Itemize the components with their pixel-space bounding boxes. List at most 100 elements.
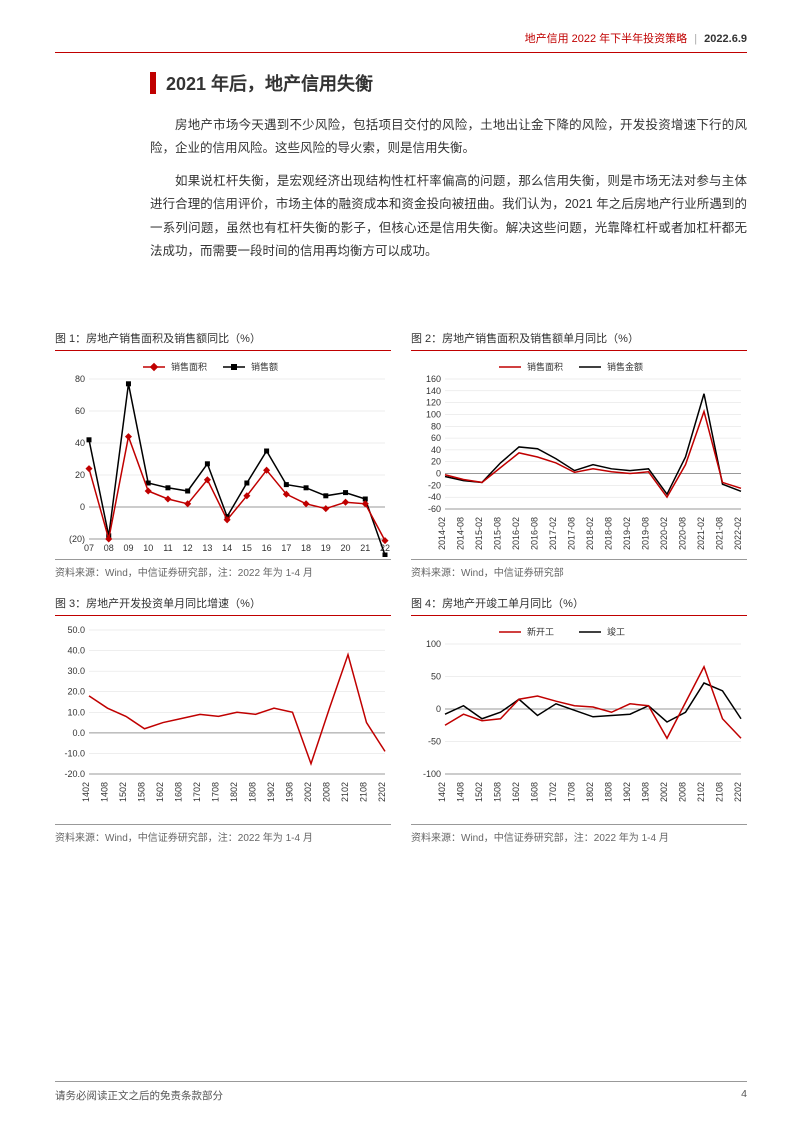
svg-text:1708: 1708 <box>567 782 577 802</box>
svg-text:1702: 1702 <box>548 782 558 802</box>
svg-text:0.0: 0.0 <box>72 728 85 738</box>
svg-text:1702: 1702 <box>192 782 202 802</box>
svg-text:08: 08 <box>104 543 114 553</box>
svg-text:(20): (20) <box>69 534 85 544</box>
header-rule <box>55 52 747 53</box>
svg-text:竣工: 竣工 <box>607 626 625 637</box>
svg-text:10: 10 <box>143 543 153 553</box>
header-date: 2022.6.9 <box>704 33 747 45</box>
svg-text:50.0: 50.0 <box>67 625 85 635</box>
svg-text:40: 40 <box>75 438 85 448</box>
svg-text:-40: -40 <box>428 492 441 502</box>
svg-text:2202: 2202 <box>733 782 743 802</box>
svg-text:1808: 1808 <box>248 782 258 802</box>
chart-3-source: 资料来源：Wind，中信证券研究部，注：2022 年为 1-4 月 <box>55 824 391 844</box>
svg-text:19: 19 <box>321 543 331 553</box>
svg-text:1608: 1608 <box>530 782 540 802</box>
heading-text: 2021 年后，地产信用失衡 <box>166 70 373 96</box>
chart-2: 图 2：房地产销售面积及销售额单月同比（%） 销售面积销售金额-60-40-20… <box>411 330 747 579</box>
svg-text:2020-02: 2020-02 <box>659 517 669 550</box>
svg-text:-10.0: -10.0 <box>64 748 85 758</box>
paragraph-2: 如果说杠杆失衡，是宏观经济出现结构性杠杆率偏高的问题，那么信用失衡，则是市场无法… <box>150 170 747 263</box>
svg-text:销售面积: 销售面积 <box>171 361 207 372</box>
svg-text:120: 120 <box>426 398 441 408</box>
heading-marker <box>150 72 156 94</box>
svg-text:2021-02: 2021-02 <box>696 517 706 550</box>
svg-text:18: 18 <box>301 543 311 553</box>
svg-text:2108: 2108 <box>715 782 725 802</box>
chart-4: 图 4：房地产开竣工单月同比（%） 新开工竣工-100-500501001402… <box>411 595 747 844</box>
svg-text:2019-08: 2019-08 <box>641 517 651 550</box>
svg-text:07: 07 <box>84 543 94 553</box>
chart-1: 图 1：房地产销售面积及销售额同比（%） 销售面积销售额(20)02040608… <box>55 330 391 579</box>
svg-text:销售金额: 销售金额 <box>607 361 643 372</box>
chart-2-canvas: 销售面积销售金额-60-40-2002040608010012014016020… <box>411 357 747 557</box>
svg-text:2016-08: 2016-08 <box>530 517 540 550</box>
chart-3-canvas: -20.0-10.00.010.020.030.040.050.01402140… <box>55 622 391 822</box>
svg-text:2018-08: 2018-08 <box>604 517 614 550</box>
svg-text:2102: 2102 <box>696 782 706 802</box>
svg-text:40: 40 <box>431 445 441 455</box>
svg-text:2018-02: 2018-02 <box>585 517 595 550</box>
svg-text:-20: -20 <box>428 480 441 490</box>
svg-text:2014-08: 2014-08 <box>456 517 466 550</box>
section-heading: 2021 年后，地产信用失衡 <box>150 70 747 96</box>
paragraph-1: 房地产市场今天遇到不少风险，包括项目交付的风险，土地出让金下降的风险，开发投资增… <box>150 114 747 160</box>
svg-text:1508: 1508 <box>137 782 147 802</box>
svg-text:17: 17 <box>281 543 291 553</box>
svg-text:1708: 1708 <box>211 782 221 802</box>
svg-text:1808: 1808 <box>604 782 614 802</box>
svg-text:2020-08: 2020-08 <box>678 517 688 550</box>
svg-text:1402: 1402 <box>437 782 447 802</box>
svg-text:-50: -50 <box>428 737 441 747</box>
chart-3-title: 图 3：房地产开发投资单月同比增速（%） <box>55 595 391 616</box>
svg-text:140: 140 <box>426 386 441 396</box>
svg-text:20: 20 <box>431 457 441 467</box>
svg-text:1802: 1802 <box>229 782 239 802</box>
svg-text:13: 13 <box>202 543 212 553</box>
chart-4-title: 图 4：房地产开竣工单月同比（%） <box>411 595 747 616</box>
svg-text:-60: -60 <box>428 504 441 514</box>
svg-text:20: 20 <box>341 543 351 553</box>
svg-text:0: 0 <box>436 704 441 714</box>
svg-text:2017-08: 2017-08 <box>567 517 577 550</box>
svg-text:20: 20 <box>75 470 85 480</box>
svg-text:2019-02: 2019-02 <box>622 517 632 550</box>
svg-text:12: 12 <box>183 543 193 553</box>
svg-text:2016-02: 2016-02 <box>511 517 521 550</box>
svg-text:1502: 1502 <box>474 782 484 802</box>
svg-text:160: 160 <box>426 374 441 384</box>
svg-text:40.0: 40.0 <box>67 646 85 656</box>
svg-text:1408: 1408 <box>456 782 466 802</box>
svg-text:80: 80 <box>431 421 441 431</box>
page-footer: 请务必阅读正文之后的免责条款部分 4 <box>55 1081 747 1103</box>
svg-text:1902: 1902 <box>622 782 632 802</box>
svg-text:-20.0: -20.0 <box>64 769 85 779</box>
svg-text:1602: 1602 <box>155 782 165 802</box>
svg-text:09: 09 <box>123 543 133 553</box>
svg-text:新开工: 新开工 <box>527 626 554 637</box>
chart-1-source: 资料来源：Wind，中信证券研究部，注：2022 年为 1-4 月 <box>55 559 391 579</box>
svg-text:100: 100 <box>426 639 441 649</box>
svg-text:0: 0 <box>436 469 441 479</box>
chart-4-source: 资料来源：Wind，中信证券研究部，注：2022 年为 1-4 月 <box>411 824 747 844</box>
svg-text:2017-02: 2017-02 <box>548 517 558 550</box>
svg-text:销售额: 销售额 <box>251 361 278 372</box>
svg-text:销售面积: 销售面积 <box>527 361 563 372</box>
svg-text:2015-08: 2015-08 <box>493 517 503 550</box>
svg-text:2021-08: 2021-08 <box>715 517 725 550</box>
header-meta: 地产信用 2022 年下半年投资策略 | 2022.6.9 <box>525 30 747 46</box>
svg-text:1502: 1502 <box>118 782 128 802</box>
svg-text:2102: 2102 <box>340 782 350 802</box>
svg-text:2015-02: 2015-02 <box>474 517 484 550</box>
svg-text:-100: -100 <box>423 769 441 779</box>
svg-text:20.0: 20.0 <box>67 687 85 697</box>
svg-text:11: 11 <box>163 543 172 553</box>
svg-text:2014-02: 2014-02 <box>437 517 447 550</box>
charts-grid: 图 1：房地产销售面积及销售额同比（%） 销售面积销售额(20)02040608… <box>55 330 747 860</box>
svg-text:2008: 2008 <box>678 782 688 802</box>
svg-text:21: 21 <box>360 543 370 553</box>
svg-text:1408: 1408 <box>100 782 110 802</box>
svg-text:1908: 1908 <box>641 782 651 802</box>
svg-text:1508: 1508 <box>493 782 503 802</box>
